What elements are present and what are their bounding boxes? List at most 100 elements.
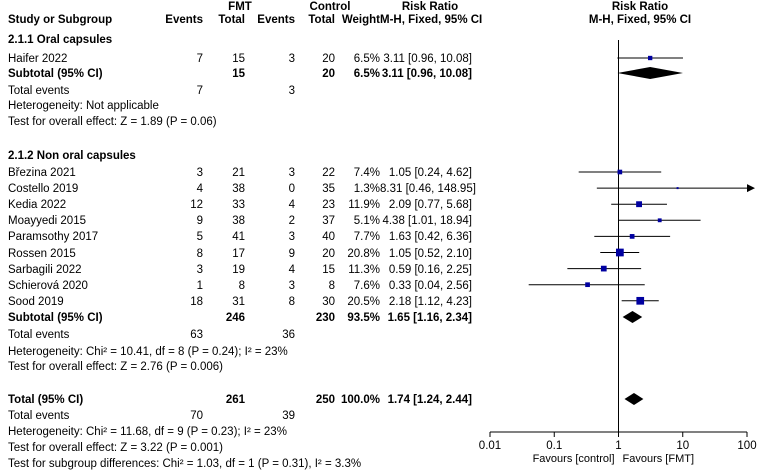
fmt-total: 41 [232,231,245,244]
control-total: 40 [322,231,335,244]
risk-ratio-ci: 8.31 [0.46, 148.95] [380,183,476,196]
subtotal-ci: 3.11 [0.96, 10.08] [381,68,472,80]
fmt-total: 33 [232,199,245,212]
control-total: 37 [322,215,335,228]
control-total: 20 [322,247,335,260]
pooled-diamond [622,311,643,323]
fmt-events: 3 [196,263,203,276]
control-events: 3 [288,279,295,292]
subtotal-weight: 93.5% [347,312,380,324]
weight: 7.7% [353,231,380,244]
subgroup-title: 2.1.2 Non oral capsules [8,150,136,162]
total-events-control: 36 [282,329,295,341]
risk-ratio-ci: 2.09 [0.77, 5.68] [388,199,472,212]
fmt-events: 9 [196,215,203,228]
fmt-total: 19 [232,263,245,276]
risk-ratio-ci: 1.63 [0.42, 6.36] [388,231,472,244]
fmt-group-header: FMT [228,1,252,13]
total-events-fmt: 63 [190,329,203,341]
x-tick-label: 1 [615,440,621,452]
fmt-total: 31 [232,295,245,308]
pooled-diamond [624,393,644,405]
fmt-events-header: Events [165,14,203,26]
weight: 6.5% [353,53,380,65]
fmt-events: 1 [196,279,203,292]
control-total: 30 [322,295,335,308]
total-events-label: Total events [8,329,70,341]
control-events: 3 [288,167,295,179]
subtotal-label: Subtotal (95% CI) [8,312,103,324]
subtotal-control-total: 20 [322,68,335,80]
control-total: 35 [322,183,335,196]
study-marker [600,265,607,272]
control-total-header: Total [308,14,335,26]
risk-ratio-ci: 0.33 [0.04, 2.56] [388,279,472,292]
fmt-total: 21 [232,167,245,179]
control-total: 23 [322,199,335,212]
control-total: 20 [322,53,335,65]
fmt-total: 15 [232,53,245,65]
control-events-header: Events [257,14,295,26]
risk-ratio-ci: 0.59 [0.16, 2.25] [388,263,472,276]
study-marker [636,296,645,305]
overall-ci: 1.74 [1.24, 2.44] [387,394,472,406]
fmt-events: 4 [196,183,203,196]
subtotal-weight: 6.5% [353,68,380,80]
subgroup-differences-text: Test for subgroup differences: Chi² = 1.… [8,458,362,470]
control-events: 4 [288,199,295,212]
x-tick-label: 10 [676,440,689,452]
favours-fmt-label: Favours [FMT] [623,453,695,465]
ci-arrow [747,184,755,193]
risk-ratio-ci: 3.11 [0.96, 10.08] [383,53,472,65]
fmt-total: 38 [232,183,245,196]
overall-effect-text: Test for overall effect: Z = 1.89 (P = 0… [8,116,217,128]
subtotal-fmt-total: 15 [232,68,245,80]
control-total: 15 [322,263,335,276]
total-events-label: Total events [8,85,70,97]
subgroup-title: 2.1.1 Oral capsules [8,34,113,46]
heterogeneity-text: Heterogeneity: Chi² = 11.68, df = 9 (P =… [8,426,287,438]
control-events: 3 [288,53,295,65]
x-tick-label: 100 [737,440,756,452]
total-events-control: 3 [288,85,295,97]
study-name: Sarbagili 2022 [8,263,82,276]
risk-ratio-ci: 1.05 [0.24, 4.62] [388,167,472,179]
study-marker [617,169,623,175]
weight: 7.6% [353,279,380,292]
total-events-fmt: 7 [196,85,203,97]
study-name: Rossen 2015 [8,247,76,260]
fmt-events: 5 [196,231,203,244]
control-events: 2 [288,215,295,228]
weight: 5.1% [353,215,380,228]
heterogeneity-text: Heterogeneity: Not applicable [8,100,159,112]
risk-ratio-ci: 1.05 [0.52, 2.10] [388,247,472,260]
overall-fmt-total: 261 [225,394,245,406]
total-events-fmt: 70 [190,410,203,422]
study-marker [647,55,653,61]
weight: 1.3% [353,183,380,196]
fmt-total-header: Total [218,14,245,26]
pooled-diamond [617,67,683,79]
weight-header: Weight [341,14,380,26]
risk-ratio-ci: 4.38 [1.01, 18.94] [382,215,472,228]
favours-control-label: Favours [control] [533,453,615,465]
overall-control-total: 250 [315,394,335,406]
control-events: 3 [288,231,295,244]
study-marker [629,234,635,239]
overall-total-label: Total (95% CI) [8,394,84,406]
study-name: Costello 2019 [8,183,79,196]
control-events: 8 [288,295,295,308]
heterogeneity-text: Heterogeneity: Chi² = 10.41, df = 8 (P =… [8,346,288,358]
weight: 11.9% [348,199,380,212]
control-events: 4 [288,263,295,276]
subtotal-control-total: 230 [315,312,335,324]
plot-risk-ratio-header: Risk Ratio [611,1,669,13]
weight: 20.8% [347,247,380,260]
overall-effect-text: Test for overall effect: Z = 3.22 (P = 0… [8,442,223,454]
control-total: 22 [322,167,335,179]
overall-effect-text: Test for overall effect: Z = 2.76 (P = 0… [8,361,223,373]
subtotal-fmt-total: 246 [225,312,245,324]
study-column-header: Study or Subgroup [8,14,113,26]
control-total: 8 [328,279,335,292]
